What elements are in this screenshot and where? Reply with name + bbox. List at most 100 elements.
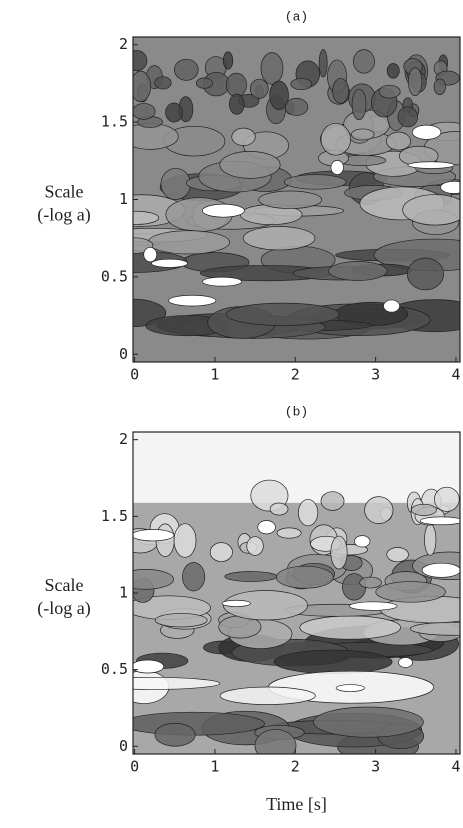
contour-blob xyxy=(276,527,302,539)
contour-blob xyxy=(299,615,401,640)
contour-field xyxy=(133,432,460,754)
contour-highlight xyxy=(419,516,460,526)
contour-blob xyxy=(320,491,345,511)
x-tick-label: 4 xyxy=(451,366,460,384)
contour-blob xyxy=(225,72,247,98)
contour-blob xyxy=(223,590,309,621)
contour-blob xyxy=(195,77,213,89)
contour-blob xyxy=(154,613,208,628)
contour-blob xyxy=(351,88,367,121)
contour-blob xyxy=(133,50,148,72)
contour-blob xyxy=(154,722,196,747)
y-tick-label: 1 xyxy=(119,584,128,602)
panel-title: (b) xyxy=(285,404,308,419)
y-axis-label: (-log a) xyxy=(37,598,90,619)
contour-blob xyxy=(165,102,183,123)
contour-blob xyxy=(254,729,297,754)
contour-blob xyxy=(160,168,191,200)
contour-highlight xyxy=(398,657,413,668)
contour-blob xyxy=(231,127,256,146)
contour-highlight xyxy=(411,124,442,140)
contour-blob xyxy=(249,78,269,99)
contour-highlight xyxy=(349,601,398,611)
contour-highlight xyxy=(383,299,400,313)
y-tick-label: 0 xyxy=(119,345,128,363)
contour-blob xyxy=(402,194,460,226)
y-axis-label: Scale xyxy=(45,182,84,202)
contour-blob xyxy=(222,51,234,70)
x-axis-label: Time [s] xyxy=(266,794,327,814)
x-tick-label: 2 xyxy=(291,366,300,384)
y-tick-label: 2 xyxy=(119,430,128,448)
contour-blob xyxy=(359,576,382,589)
y-axis-label: Scale xyxy=(45,575,84,595)
contour-blob xyxy=(386,131,411,151)
contour-blob xyxy=(284,174,347,190)
contour-blob xyxy=(133,569,174,590)
x-tick-label: 3 xyxy=(371,758,380,776)
contour-blank xyxy=(133,432,460,503)
contour-blob xyxy=(332,78,350,104)
contour-blob xyxy=(269,80,289,111)
contour-blob xyxy=(378,84,401,99)
x-tick-label: 4 xyxy=(451,758,460,776)
contour-blob xyxy=(297,499,319,527)
contour-blob xyxy=(174,58,199,81)
contour-blob xyxy=(242,226,316,251)
contour-highlight xyxy=(354,535,371,548)
contour-blob xyxy=(276,565,334,589)
contour-blob xyxy=(154,76,172,90)
contour-blob xyxy=(228,93,245,115)
contour-blob xyxy=(424,523,437,556)
x-tick-label: 3 xyxy=(371,366,380,384)
contour-blob xyxy=(386,547,409,563)
contour-highlight xyxy=(168,294,217,307)
contour-blob xyxy=(397,106,419,128)
contour-highlight xyxy=(201,276,243,287)
contour-highlight xyxy=(221,599,251,607)
contour-blob xyxy=(313,706,424,738)
y-tick-label: 2 xyxy=(119,35,128,53)
contour-blob xyxy=(147,230,230,255)
contour-blob xyxy=(225,302,340,326)
y-tick-label: 1 xyxy=(119,190,128,208)
contour-blob xyxy=(133,676,221,690)
y-tick-label: 0.5 xyxy=(101,660,128,678)
y-tick-label: 1.5 xyxy=(101,507,128,525)
contour-blob xyxy=(269,502,289,516)
contour-blob xyxy=(386,63,400,79)
y-tick-label: 1.5 xyxy=(101,113,128,131)
contour-blob xyxy=(258,190,323,209)
panel-title: (a) xyxy=(285,9,308,24)
y-axis-label: (-log a) xyxy=(37,205,90,226)
contour-blob xyxy=(342,573,367,601)
x-tick-label: 1 xyxy=(210,758,219,776)
x-tick-label: 0 xyxy=(130,758,139,776)
contour-blob xyxy=(173,523,197,558)
contour-blob xyxy=(290,78,313,90)
contour-blob xyxy=(330,535,348,570)
x-tick-label: 0 xyxy=(130,366,139,384)
contour-highlight xyxy=(407,161,455,169)
contour-highlight xyxy=(335,684,365,692)
contour-highlight xyxy=(330,160,344,175)
contour-blob xyxy=(273,649,393,674)
contour-blob xyxy=(260,52,284,85)
contour-blob xyxy=(224,571,278,582)
contour-highlight xyxy=(440,180,460,194)
contour-blob xyxy=(353,49,375,74)
contour-highlight xyxy=(143,247,158,263)
contour-blob xyxy=(182,562,206,592)
contour-blob xyxy=(133,210,160,225)
contour-blob xyxy=(219,151,281,179)
contour-blob xyxy=(350,128,375,141)
y-tick-label: 0.5 xyxy=(101,267,128,285)
x-tick-label: 2 xyxy=(291,758,300,776)
contour-highlight xyxy=(202,203,245,218)
contour-field xyxy=(133,37,460,362)
contour-highlight xyxy=(151,258,188,268)
x-tick-label: 1 xyxy=(210,366,219,384)
contour-highlight xyxy=(257,520,276,535)
contour-blob xyxy=(433,78,446,96)
